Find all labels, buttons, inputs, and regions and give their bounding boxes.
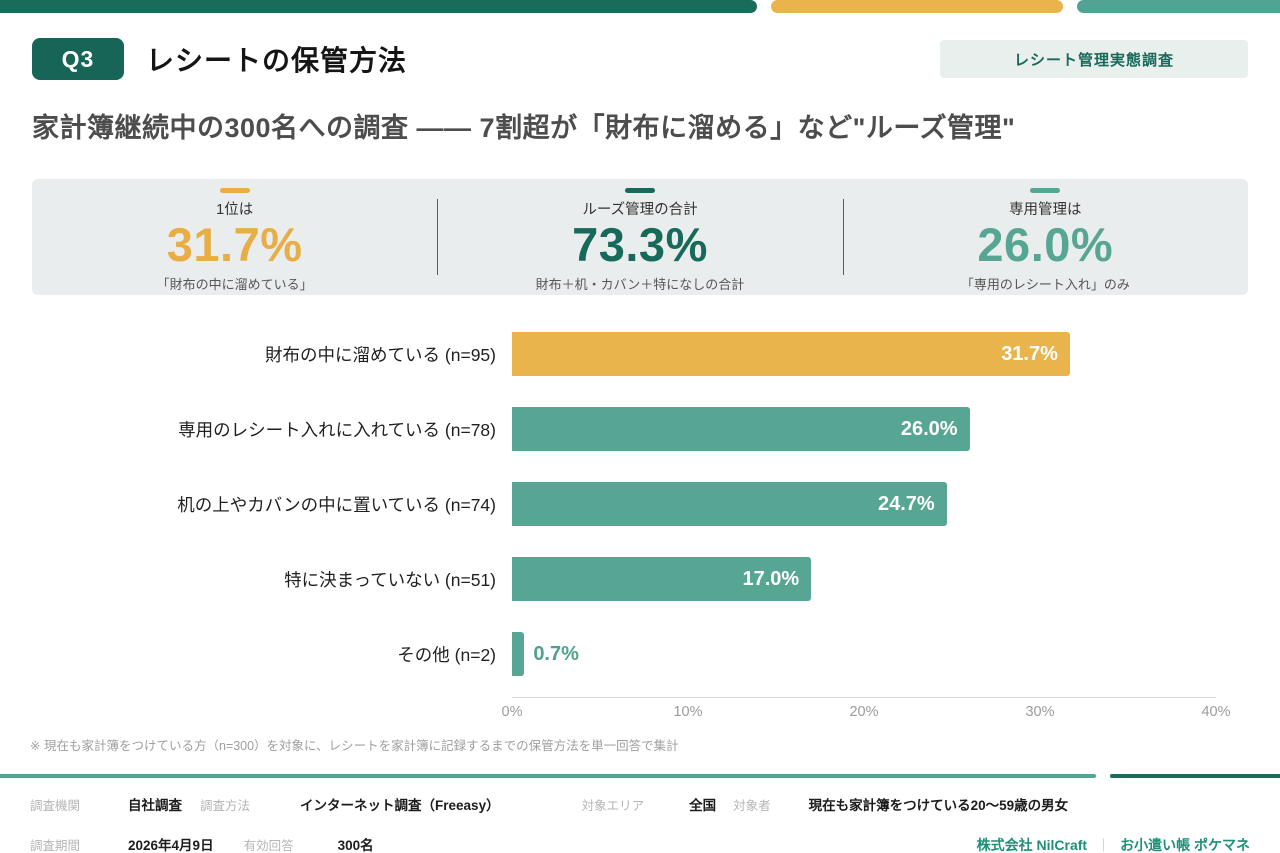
stat-tick [624, 188, 655, 193]
bar-value-label: 31.7% [1001, 342, 1058, 365]
x-axis-tick: 10% [673, 704, 703, 720]
stat-divider [842, 199, 844, 275]
bar-track: 17.0% [512, 557, 1216, 601]
stat-block-dedicated-management: 専用管理は 26.0% 「専用のレシート入れ」のみ [843, 179, 1248, 295]
brand-separator: ｜ [1097, 838, 1111, 853]
stat-divider [437, 199, 439, 275]
meta-value: インターネット調査（Freeasy） [300, 798, 500, 813]
stat-label: 1位は [216, 202, 254, 218]
meta-label: 調査方法 [200, 799, 251, 813]
stat-block-first-place: 1位は 31.7% 「財布の中に溜めている」 [32, 179, 437, 295]
bar-value-label: 24.7% [878, 492, 935, 515]
meta-value: 自社調査 [128, 798, 183, 813]
bar-value-label: 26.0% [900, 417, 958, 440]
chart-row: 机の上やカバンの中に置いている (n=74) 24.7% [32, 482, 1280, 526]
bar-track: 0.7% [512, 632, 1216, 676]
meta-value: 2026年4月9日 [128, 838, 214, 853]
footer-row: 調査機関 自社調査 調査方法 インターネット調査（Freeasy） 対象エリア … [30, 794, 1250, 814]
bar-value-label: 17.0% [742, 567, 800, 590]
company-name: 株式会社 NilCraft [976, 837, 1088, 853]
stat-tick [219, 188, 250, 193]
bar-category-label: 財布の中に溜めている (n=95) [265, 344, 496, 365]
x-axis-tick: 30% [1025, 704, 1055, 720]
bar: 31.7% [512, 332, 1070, 376]
accent-segment-gold [771, 0, 1063, 13]
meta-label: 有効回答 [243, 839, 294, 853]
stat-label: ルーズ管理の合計 [582, 202, 698, 218]
chart-row: その他 (n=2) 0.7% [32, 632, 1280, 676]
bar: 24.7% [512, 482, 947, 526]
bar-category-label: 机の上やカバンの中に置いている (n=74) [177, 494, 496, 515]
chart-row: 財布の中に溜めている (n=95) 31.7% [32, 332, 1280, 376]
bottom-accent-line [0, 774, 1280, 778]
stat-caption: 財布＋机・カバン＋特になしの合計 [535, 276, 745, 292]
bar-category-label: 専用のレシート入れに入れている (n=78) [178, 419, 496, 440]
bar: 17.0% [512, 557, 812, 601]
bar-track: 31.7% [512, 332, 1216, 376]
meta-value: 全国 [689, 798, 717, 813]
x-axis-tick: 0% [501, 704, 523, 720]
question-number-badge: Q3 [32, 38, 124, 80]
bar-category-label: 特に決まっていない (n=51) [284, 569, 496, 590]
footer-row: 調査期間 2026年4月9日 有効回答 300名 株式会社 NilCraft ｜… [30, 834, 1250, 853]
page-title: レシートの保管方法 [146, 45, 408, 76]
stat-tick [1030, 188, 1061, 193]
meta-label: 対象エリア [581, 799, 645, 813]
bar-chart: 財布の中に溜めている (n=95) 31.7% 専用のレシート入れに入れている … [32, 332, 1280, 723]
stat-label: 専用管理は [1009, 202, 1082, 218]
key-stats-band: 1位は 31.7% 「財布の中に溜めている」 ルーズ管理の合計 73.3% 財布… [32, 179, 1248, 295]
x-axis: 0% 10% 20% 30% 40% [502, 697, 1231, 723]
meta-label: 対象者 [733, 799, 771, 813]
bar-value-label: 0.7% [533, 642, 579, 665]
stat-value: 31.7% [166, 218, 303, 271]
bar-track: 26.0% [512, 407, 1216, 451]
bar: 26.0% [512, 407, 970, 451]
brand-area: 株式会社 NilCraft ｜ お小遣い帳 ポケマネ [977, 835, 1250, 853]
stat-block-loose-management: ルーズ管理の合計 73.3% 財布＋机・カバン＋特になしの合計 [437, 179, 842, 295]
methodology-footnote: ※ 現在も家計簿をつけている方（n=300）を対象に、レシートを家計簿に記録する… [30, 739, 679, 753]
top-accent-strip [0, 0, 1280, 13]
meta-label: 調査機関 [30, 799, 81, 813]
bar-track: 24.7% [512, 482, 1216, 526]
bar-category-label: その他 (n=2) [397, 644, 496, 665]
x-axis-tick: 40% [1201, 704, 1231, 720]
bar: 0.7% [512, 632, 579, 676]
accent-segment-teal [1077, 0, 1280, 13]
stat-caption: 「専用のレシート入れ」のみ [960, 276, 1130, 292]
x-axis-tick: 20% [849, 704, 879, 720]
survey-meta-footer: 調査機関 自社調査 調査方法 インターネット調査（Freeasy） 対象エリア … [30, 794, 1250, 853]
stat-value: 73.3% [572, 218, 708, 271]
accent-segment-green [1110, 774, 1280, 778]
header: Q3 レシートの保管方法 レシート管理実態調査 [32, 38, 1248, 80]
product-name: お小遣い帳 ポケマネ [1120, 837, 1250, 853]
accent-segment-teal [0, 774, 1096, 778]
stat-caption: 「財布の中に溜めている」 [156, 276, 313, 292]
chart-row: 特に決まっていない (n=51) 17.0% [32, 557, 1280, 601]
meta-label: 調査期間 [30, 839, 81, 853]
survey-name-tag: レシート管理実態調査 [940, 40, 1248, 78]
accent-segment-green [0, 0, 757, 13]
stat-value: 26.0% [977, 218, 1114, 271]
meta-value: 現在も家計簿をつけている20〜59歳の男女 [808, 798, 1069, 813]
chart-row: 専用のレシート入れに入れている (n=78) 26.0% [32, 407, 1280, 451]
headline-subtitle: 家計簿継続中の300名への調査 ―― 7割超が「財布に溜める」など"ルーズ管理" [32, 113, 1016, 143]
meta-value: 300名 [337, 838, 374, 853]
